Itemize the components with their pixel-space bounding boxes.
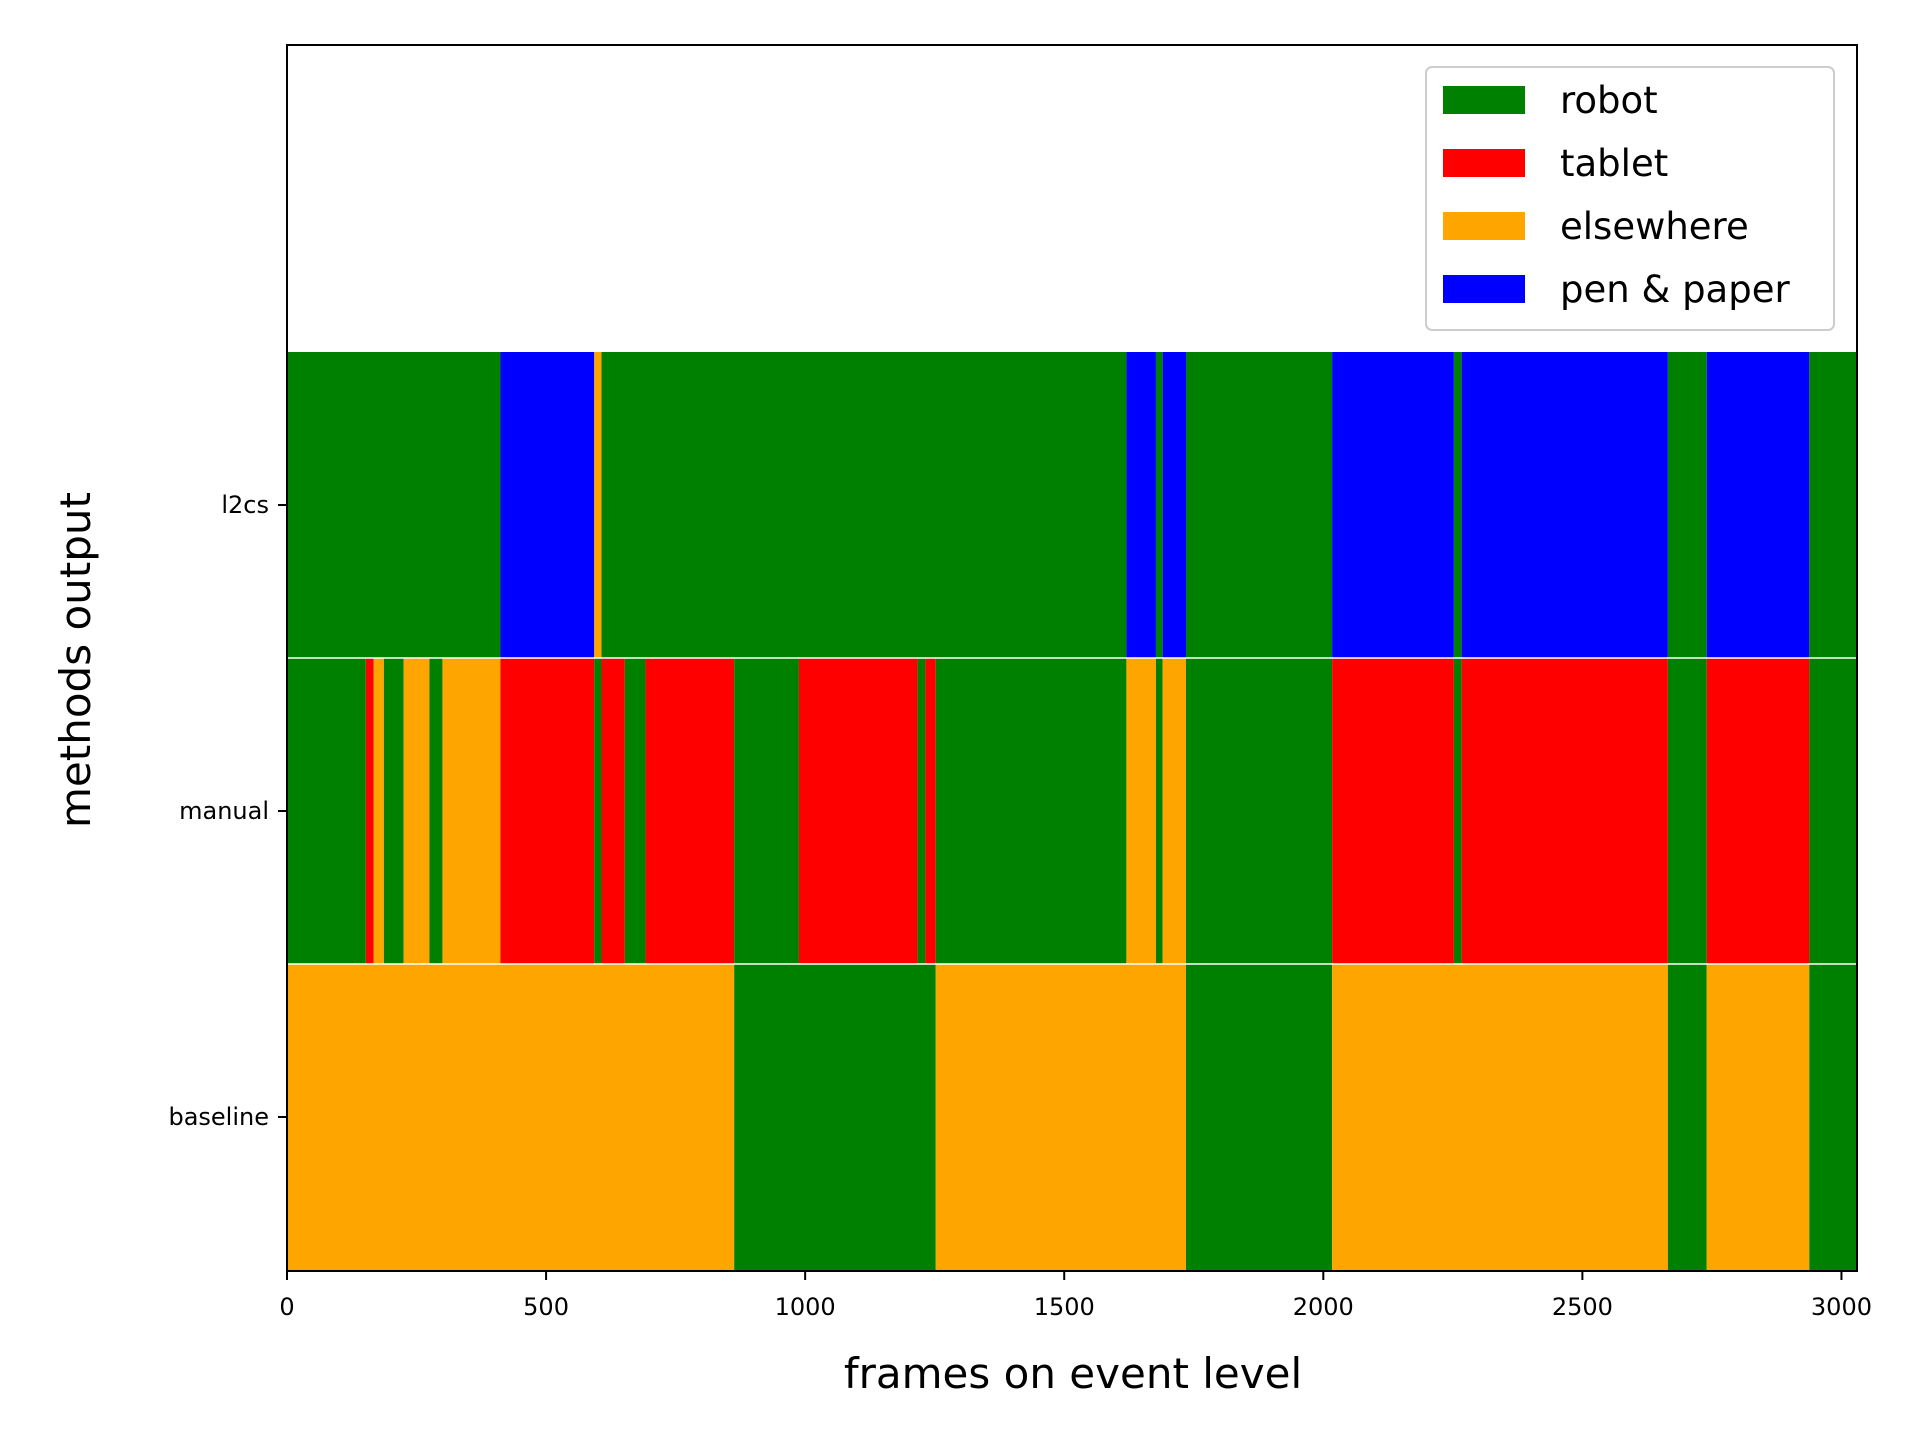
segment-manual-tablet xyxy=(645,658,735,964)
axes: 0 500 1000 1500 2000 2500 3000 l2cs manual baseli… xyxy=(168,44,1872,1321)
segment-manual-elsewhere xyxy=(373,658,384,964)
segment-l2cs-robot xyxy=(1453,352,1462,658)
x-tick-label: 3000 xyxy=(1811,1293,1872,1321)
segment-manual-robot xyxy=(429,658,443,964)
legend-label-robot: robot xyxy=(1560,79,1658,122)
y-tick-label-l2cs: l2cs xyxy=(221,491,269,519)
legend-label-tablet: tablet xyxy=(1560,142,1668,185)
segment-manual-elsewhere xyxy=(1162,658,1186,964)
legend-swatch-pen-and-paper xyxy=(1443,275,1525,303)
row-l2cs xyxy=(287,352,1857,658)
segment-baseline-robot xyxy=(1185,964,1333,1270)
legend-label-elsewhere: elsewhere xyxy=(1560,205,1749,248)
x-tick-label: 1500 xyxy=(1034,1293,1095,1321)
row-manual xyxy=(287,657,1857,964)
segment-manual-tablet xyxy=(365,658,374,964)
x-tick-label: 2500 xyxy=(1552,1293,1613,1321)
segment-manual-tablet xyxy=(500,658,595,964)
legend-swatch-robot xyxy=(1443,86,1525,114)
segment-manual-elsewhere xyxy=(403,658,430,964)
segment-manual-robot xyxy=(1809,658,1857,964)
segment-manual-robot xyxy=(624,658,646,964)
segment-manual-elsewhere xyxy=(442,658,501,964)
segment-manual-robot xyxy=(594,658,602,964)
segment-manual-tablet xyxy=(1332,658,1454,964)
segment-l2cs-robot xyxy=(601,352,1127,658)
segment-manual-tablet xyxy=(1461,658,1668,964)
legend-swatch-tablet xyxy=(1443,149,1525,177)
x-tick-label: 500 xyxy=(523,1293,569,1321)
legend-swatch-elsewhere xyxy=(1443,212,1525,240)
segment-manual-robot xyxy=(935,658,1127,964)
plot-area xyxy=(287,352,1857,1270)
x-tick-label: 0 xyxy=(279,1293,294,1321)
legend-frame xyxy=(1425,66,1835,331)
segment-baseline-robot xyxy=(1809,964,1857,1270)
segment-l2cs-pen-and-paper xyxy=(1706,352,1810,658)
segment-manual-robot xyxy=(917,658,926,964)
segment-manual-robot xyxy=(1185,658,1333,964)
segment-l2cs-pen-and-paper xyxy=(1332,352,1454,658)
segment-baseline-robot xyxy=(1667,964,1707,1270)
segment-baseline-robot xyxy=(734,964,936,1270)
segment-l2cs-elsewhere xyxy=(594,352,602,658)
x-axis-label: frames on event level xyxy=(844,1349,1302,1398)
segment-manual-tablet xyxy=(1706,658,1810,964)
legend-label-pen-and-paper: pen & paper xyxy=(1560,268,1790,311)
segment-manual-robot xyxy=(1155,658,1163,964)
segment-manual-tablet xyxy=(601,658,625,964)
segment-l2cs-pen-and-paper xyxy=(1461,352,1668,658)
segment-baseline-elsewhere xyxy=(287,964,735,1270)
y-axis-label: methods output xyxy=(51,492,100,828)
legend: robot tablet elsewhere pen & paper xyxy=(1425,66,1835,331)
segment-manual-tablet xyxy=(798,658,918,964)
segment-manual-robot xyxy=(1667,658,1707,964)
segment-l2cs-robot xyxy=(287,352,501,658)
axes-frame xyxy=(286,44,1858,1272)
x-tick-label: 2000 xyxy=(1293,1293,1354,1321)
x-tick-label: 1000 xyxy=(775,1293,836,1321)
segment-l2cs-robot xyxy=(1155,352,1163,658)
segment-l2cs-pen-and-paper xyxy=(1126,352,1156,658)
segment-manual-robot xyxy=(1453,658,1462,964)
segment-l2cs-robot xyxy=(1185,352,1333,658)
y-tick-label-manual: manual xyxy=(179,797,269,825)
segment-manual-robot xyxy=(734,658,799,964)
segment-baseline-elsewhere xyxy=(1706,964,1810,1270)
segment-l2cs-robot xyxy=(1809,352,1857,658)
segment-baseline-elsewhere xyxy=(935,964,1186,1270)
segment-manual-robot xyxy=(287,658,366,964)
segment-baseline-elsewhere xyxy=(1332,964,1668,1270)
segment-l2cs-pen-and-paper xyxy=(1162,352,1186,658)
segment-l2cs-robot xyxy=(1667,352,1707,658)
segment-manual-elsewhere xyxy=(1126,658,1156,964)
segment-manual-tablet xyxy=(925,658,936,964)
y-tick-label-baseline: baseline xyxy=(168,1103,269,1131)
segment-manual-robot xyxy=(383,658,404,964)
row-baseline xyxy=(287,963,1857,1270)
segment-l2cs-pen-and-paper xyxy=(500,352,595,658)
